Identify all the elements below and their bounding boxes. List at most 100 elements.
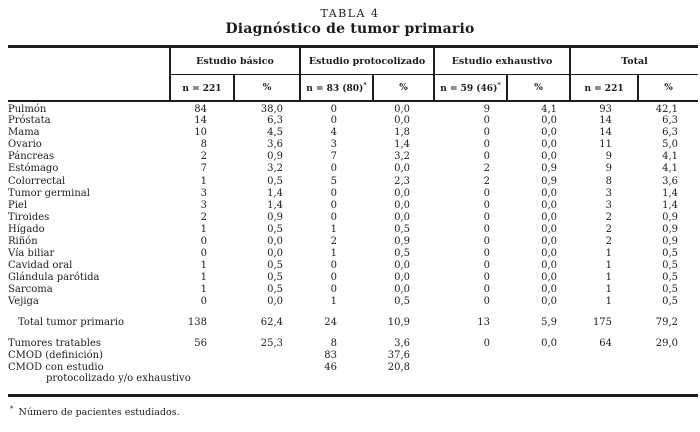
cell: 0 [200,248,207,260]
spacer-cell [8,309,698,317]
cell: 9 [605,163,613,175]
cell [507,350,570,362]
page-title: Diagnóstico de tumor primario [225,21,475,37]
cell: 0,0 [394,104,411,115]
cell [638,362,698,374]
row-label: Glándula parótida [8,272,100,284]
cell: 0,5 [267,272,283,284]
footnote-marker: * [10,405,14,413]
cell: 9 [605,151,613,163]
cell: 0 [330,187,337,199]
cell [170,350,234,362]
cell: 0,0 [394,115,411,127]
cell: 0 [330,104,337,115]
row-label: Colorrectal [8,175,66,187]
cell: 3 [200,187,207,199]
row-label: Mama [8,127,40,139]
cell: 0,0 [541,223,558,235]
spacer-row [8,330,698,338]
cell: 8 [330,337,337,349]
row-label: Cavidad oral [8,260,73,272]
cell: 20,8 [387,361,411,373]
cell: 3,6 [394,337,411,349]
cell: 0 [200,235,207,247]
cell: 84 [194,104,207,115]
spacer-row [8,309,698,317]
table-row: Total tumor primario 138 62,4 24 10,9 13 5,9 17… [8,317,698,330]
cell: 0 [483,284,491,296]
cell: 3,6 [662,175,679,187]
cell: 1 [605,284,613,296]
cell: 0,9 [541,175,558,187]
cell: 0,9 [541,163,558,175]
row-label: CMOD con estudio [8,361,104,373]
cell: 14 [599,127,613,139]
cell: 6,3 [662,127,679,139]
cell: 0 [483,337,491,349]
subheader-n-total: n = 221 [569,74,639,102]
cell: 1 [200,223,207,235]
row-label: Próstata [8,115,51,127]
subheader-pct-total: % [637,74,699,102]
cell: 0,9 [394,235,411,247]
table-row: Cavidad oral 1 0,5 0 0,0 0 0,0 1 0,5 [8,260,698,272]
corner-cell [8,46,170,102]
cell: 0 [330,284,337,296]
row-label: Tumores tratables [8,337,102,349]
row-label: Riñón [8,235,38,247]
cell: 10,9 [387,317,411,328]
cell: 0,5 [662,296,679,308]
cell [570,374,638,396]
cell: 46 [324,361,337,373]
cell: 0,9 [662,235,679,247]
cell: 0,0 [541,139,558,151]
cell [507,374,570,396]
cell [234,374,300,396]
cell: 0 [483,272,491,284]
cell: 0,0 [394,163,411,175]
cell: 2 [200,211,207,223]
table-row: protocolizado y/o exhaustivo [8,373,698,396]
row-label: Hígado [8,223,45,235]
cell: 38,0 [260,104,283,115]
cell: 0 [330,115,337,127]
cell: 1 [330,223,337,235]
table-row: Tumor germinal 3 1,4 0 0,0 0 0,0 3 1,4 [8,188,698,200]
cell [638,350,698,362]
subheader-n-protocolizado: n = 83 (80)* [299,74,373,102]
cell: 0,5 [662,248,679,260]
cell: 10 [194,127,207,139]
cell [300,374,373,396]
cell: 62,4 [260,317,283,328]
table-row: Mama 10 4,5 4 1,8 0 0,0 14 6,3 [8,127,698,139]
subheader-pct-basico: % [233,74,300,102]
table-row: Tiroides 2 0,9 0 0,0 0 0,0 2 0,9 [8,212,698,224]
cell: 0,0 [541,127,558,139]
cell: 1,4 [394,139,411,151]
cell [638,374,698,396]
cell: 1 [330,248,337,260]
cell: 1,4 [267,187,283,199]
row-label: Vejiga [8,296,39,308]
cell: 14 [194,115,207,127]
cell: 2 [330,235,337,247]
cell: 13 [477,317,491,328]
cell [234,350,300,362]
cell: 7 [200,163,207,175]
col-group-estudio-basico: Estudio básico [169,46,300,75]
table-body: Pulmón 84 38,0 0 0,0 9 4,1 93 42,1 Próstata 14 6,3 0… [8,101,698,395]
cell: 0,5 [394,223,411,235]
cell: 1,8 [394,127,411,139]
table-row: CMOD (definición) 83 37,6 [8,350,698,362]
cell: 0 [483,223,491,235]
cell: 0,5 [394,296,411,308]
cell: 29,0 [655,337,679,349]
table-row: CMOD con estudio 46 20,8 [8,362,698,374]
cell: 0 [330,199,337,211]
subheader-pct-exhaustivo: % [506,74,571,102]
cell: 11 [599,139,613,151]
row-label: Tumor germinal [8,187,90,199]
table-row: Riñón 0 0,0 2 0,9 0 0,0 2 0,9 [8,236,698,248]
table-row: Piel 3 1,4 0 0,0 0 0,0 3 1,4 [8,200,698,212]
